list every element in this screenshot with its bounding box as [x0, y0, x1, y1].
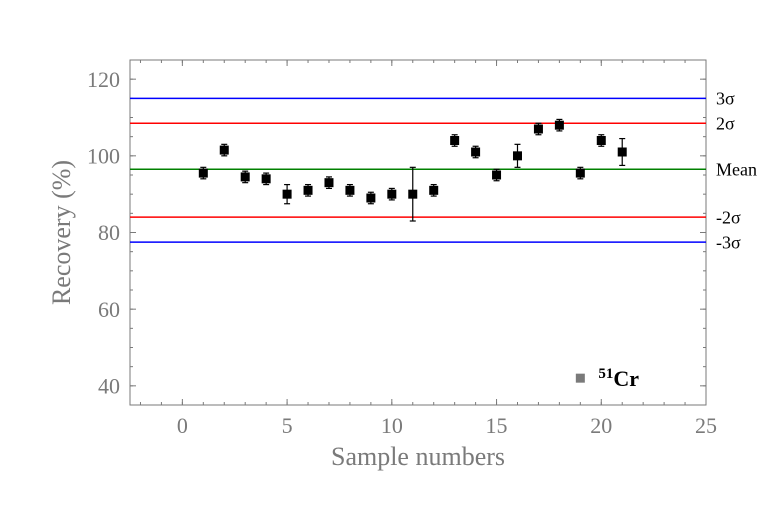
data-point: [241, 172, 250, 181]
data-point: [450, 136, 459, 145]
data-point: [429, 186, 438, 195]
hline-label: 3σ: [716, 89, 735, 109]
data-point: [345, 186, 354, 195]
data-point: [366, 194, 375, 203]
data-point: [220, 146, 229, 155]
x-tick-label: 5: [282, 413, 293, 438]
hline-label: -2σ: [716, 207, 741, 227]
data-point: [387, 190, 396, 199]
hline-label: Mean: [716, 160, 757, 180]
data-point: [513, 151, 522, 160]
data-point: [262, 174, 271, 183]
data-point: [471, 148, 480, 157]
data-point: [597, 136, 606, 145]
data-point: [408, 190, 417, 199]
hline-label: -3σ: [716, 232, 741, 252]
x-tick-label: 15: [486, 413, 508, 438]
data-point: [576, 169, 585, 178]
data-point: [534, 125, 543, 134]
data-point: [618, 148, 627, 157]
data-point: [492, 171, 501, 180]
x-axis-title: Sample numbers: [331, 442, 505, 471]
y-tick-label: 120: [87, 67, 120, 92]
data-point: [304, 186, 313, 195]
data-point: [324, 178, 333, 187]
y-tick-label: 60: [98, 297, 120, 322]
y-tick-label: 100: [87, 144, 120, 169]
data-point: [199, 169, 208, 178]
recovery-chart: 0 5 10 15 20 25 Sample numbers 40 60 80 100 120 Reco…: [0, 0, 782, 500]
y-tick-label: 80: [98, 220, 120, 245]
y-tick-label: 40: [98, 374, 120, 399]
data-point: [283, 190, 292, 199]
x-tick-label: 10: [381, 413, 403, 438]
x-tick-label: 25: [695, 413, 717, 438]
x-tick-label: 20: [590, 413, 612, 438]
y-axis-title: Recovery (%): [47, 160, 76, 305]
x-tick-label: 0: [177, 413, 188, 438]
data-point: [555, 121, 564, 130]
hline-label: 2σ: [716, 114, 735, 134]
legend-marker: [576, 374, 585, 383]
